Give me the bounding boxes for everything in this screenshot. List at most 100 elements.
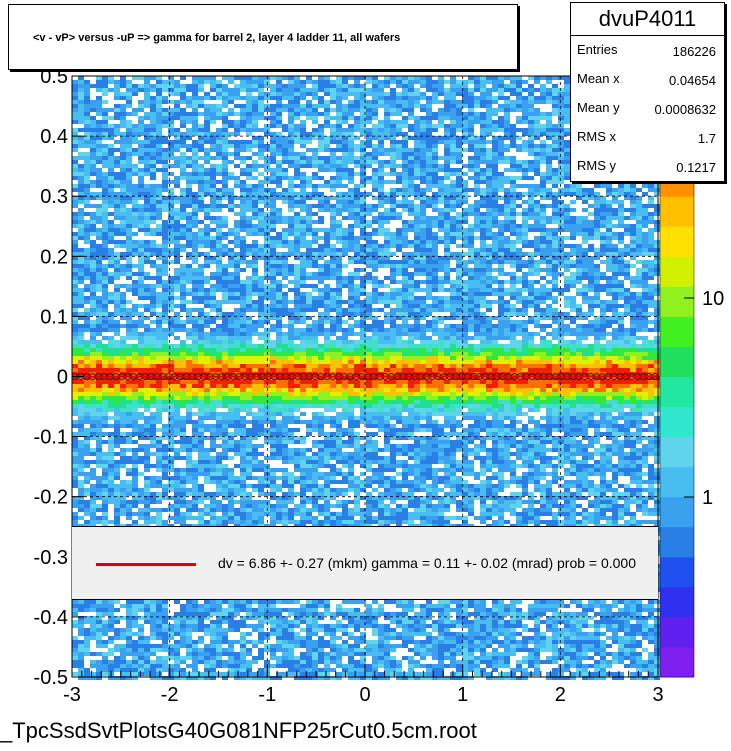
heatmap-cell xyxy=(108,76,114,80)
heatmap-cell xyxy=(108,272,114,276)
heatmap-cell xyxy=(84,224,90,228)
heatmap-cell xyxy=(294,92,300,96)
heatmap-cell xyxy=(444,196,450,200)
heatmap-cell xyxy=(126,156,132,160)
heatmap-cell xyxy=(438,200,444,204)
heatmap-cell xyxy=(78,212,84,216)
heatmap-cell xyxy=(90,228,96,232)
heatmap-cell xyxy=(222,144,228,148)
heatmap-cell xyxy=(636,244,642,248)
heatmap-cell xyxy=(318,268,324,272)
heatmap-cell xyxy=(504,124,510,128)
heatmap-cell xyxy=(426,284,432,288)
heatmap-cell xyxy=(288,132,294,136)
heatmap-cell xyxy=(120,272,126,276)
heatmap-cell xyxy=(300,92,306,96)
heatmap-cell xyxy=(252,272,258,276)
heatmap-cell xyxy=(558,104,564,108)
heatmap-cell xyxy=(84,108,90,112)
heatmap-cell xyxy=(360,100,366,104)
heatmap-cell xyxy=(486,264,492,268)
heatmap-cell xyxy=(456,260,462,264)
heatmap-cell xyxy=(324,84,330,88)
heatmap-cell xyxy=(90,296,96,300)
heatmap-cell xyxy=(234,224,240,228)
heatmap-cell xyxy=(534,136,540,140)
heatmap-cell xyxy=(114,324,120,328)
heatmap-cell xyxy=(498,176,504,180)
heatmap-cell xyxy=(240,84,246,88)
heatmap-cell xyxy=(150,108,156,112)
heatmap-cell xyxy=(414,80,420,84)
heatmap-cell xyxy=(312,228,318,232)
heatmap-cell xyxy=(480,252,486,256)
heatmap-cell xyxy=(198,148,204,152)
heatmap-cell xyxy=(324,236,330,240)
heatmap-cell xyxy=(156,312,162,316)
heatmap-cell xyxy=(474,256,480,260)
heatmap-cell xyxy=(120,188,126,192)
heatmap-cell xyxy=(72,148,78,152)
heatmap-cell xyxy=(624,304,630,308)
heatmap-cell xyxy=(366,180,372,184)
heatmap-cell xyxy=(618,272,624,276)
heatmap-cell xyxy=(648,220,654,224)
heatmap-cell xyxy=(216,156,222,160)
heatmap-cell xyxy=(90,124,96,128)
heatmap-cell xyxy=(276,96,282,100)
heatmap-cell xyxy=(246,116,252,120)
heatmap-cell xyxy=(486,252,492,256)
heatmap-cell xyxy=(102,220,108,224)
heatmap-cell xyxy=(624,272,630,276)
heatmap-cell xyxy=(486,112,492,116)
heatmap-cell xyxy=(480,192,486,196)
heatmap-cell xyxy=(474,88,480,92)
heatmap-cell xyxy=(108,292,114,296)
heatmap-cell xyxy=(564,280,570,284)
heatmap-cell xyxy=(390,232,396,236)
heatmap-cell xyxy=(438,264,444,268)
heatmap-cell xyxy=(246,80,252,84)
heatmap-cell xyxy=(126,284,132,288)
heatmap-cell xyxy=(516,288,522,292)
heatmap-cell xyxy=(108,204,114,208)
heatmap-cell xyxy=(390,276,396,280)
heatmap-cell xyxy=(342,264,348,268)
heatmap-cell xyxy=(192,212,198,216)
heatmap-cell xyxy=(336,304,342,308)
heatmap-cell xyxy=(306,216,312,220)
heatmap-cell xyxy=(294,308,300,312)
heatmap-cell xyxy=(528,292,534,296)
heatmap-cell xyxy=(288,116,294,120)
heatmap-cell xyxy=(528,144,534,148)
heatmap-cell xyxy=(156,80,162,84)
heatmap-cell xyxy=(324,76,330,80)
heatmap-cell xyxy=(378,168,384,172)
heatmap-cell xyxy=(534,132,540,136)
heatmap-cell xyxy=(522,96,528,100)
heatmap-cell xyxy=(120,164,126,168)
heatmap-cell xyxy=(432,200,438,204)
heatmap-cell xyxy=(426,148,432,152)
heatmap-cell xyxy=(498,144,504,148)
heatmap-cell xyxy=(384,192,390,196)
heatmap-cell xyxy=(510,84,516,88)
heatmap-cell xyxy=(408,288,414,292)
heatmap-cell xyxy=(444,304,450,308)
heatmap-cell xyxy=(126,148,132,152)
heatmap-cell xyxy=(324,316,330,320)
heatmap-cell xyxy=(186,224,192,228)
heatmap-cell xyxy=(96,324,102,328)
heatmap-cell xyxy=(150,212,156,216)
heatmap-cell xyxy=(540,100,546,104)
heatmap-cell xyxy=(570,184,576,188)
heatmap-cell xyxy=(228,176,234,180)
heatmap-cell xyxy=(192,204,198,208)
heatmap-cell xyxy=(156,140,162,144)
heatmap-cell xyxy=(372,244,378,248)
heatmap-cell xyxy=(402,232,408,236)
heatmap-cell xyxy=(570,252,576,256)
heatmap-cell xyxy=(396,120,402,124)
heatmap-cell xyxy=(384,152,390,156)
heatmap-cell xyxy=(600,304,606,308)
